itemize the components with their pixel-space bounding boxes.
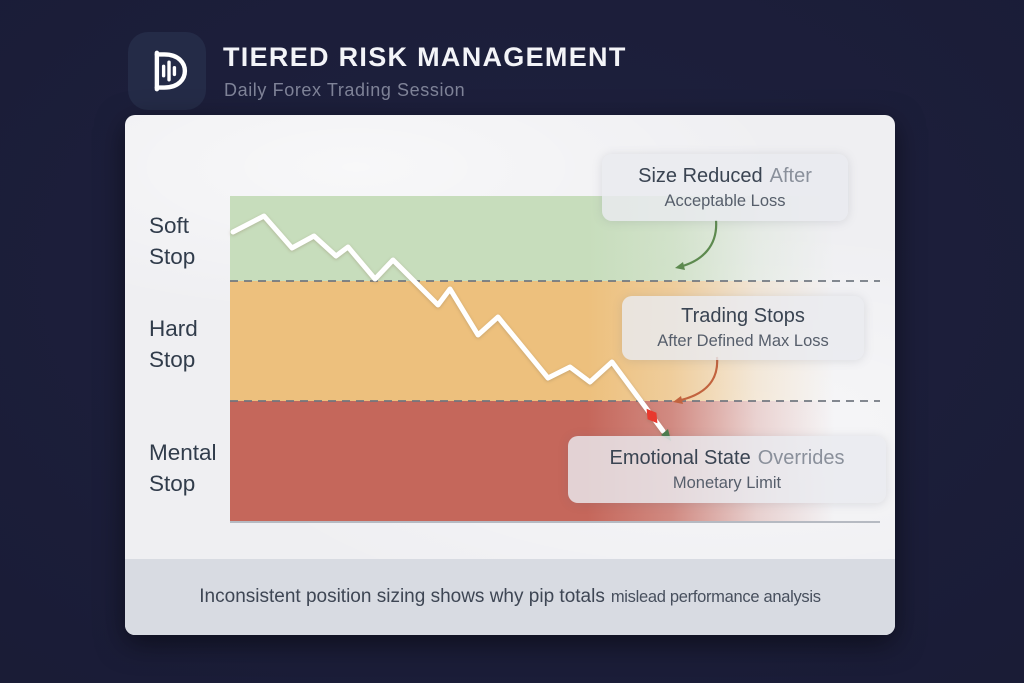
chart-panel: Soft Stop Hard Stop Mental Stop xyxy=(125,115,895,635)
callout-rest: Overrides xyxy=(757,446,845,469)
soft-hard-dashed-boundary xyxy=(230,280,880,282)
callout-line2: After Defined Max Loss xyxy=(657,332,829,350)
callout-size-reduced: Size Reduced After Acceptable Loss xyxy=(602,154,848,221)
stop-loss-marker xyxy=(646,408,658,424)
zone-label-hard-stop: Hard Stop xyxy=(149,316,198,372)
callout-line1: Size Reduced After xyxy=(638,165,812,188)
zone-label-soft-stop: Soft Stop xyxy=(149,213,196,269)
chart-baseline xyxy=(230,521,880,523)
callout-emphasis: Trading Stops xyxy=(681,305,805,327)
callout-trading-stops: Trading Stops After Defined Max Loss xyxy=(622,296,864,360)
callout-line1: Trading Stops xyxy=(681,305,805,328)
footer-main-text: Inconsistent position sizing shows why p… xyxy=(199,586,605,607)
callout-line2: Acceptable Loss xyxy=(664,191,786,210)
page-subtitle: Daily Forex Trading Session xyxy=(224,80,466,100)
brand-logo xyxy=(128,32,206,110)
callout-emphasis: Size Reduced xyxy=(638,164,763,187)
callout-line1: Emotional State Overrides xyxy=(610,447,845,470)
page-title: TIERED RISK MANAGEMENT xyxy=(223,42,627,72)
callout-line2: Monetary Limit xyxy=(672,473,782,492)
footer-note: Inconsistent position sizing shows why p… xyxy=(125,559,895,635)
callout-rest: After xyxy=(769,164,812,187)
footer-tail-text: mislead performance analysis xyxy=(610,587,821,606)
callout-emotional-state: Emotional State Overrides Monetary Limit xyxy=(568,436,886,503)
zone-label-mental-stop: Mental Stop xyxy=(149,440,217,496)
equity-line xyxy=(230,213,666,434)
hard-mental-dashed-boundary xyxy=(230,400,880,402)
callout-emphasis: Emotional State xyxy=(609,446,751,469)
d-candlestick-logo-icon xyxy=(154,50,188,92)
